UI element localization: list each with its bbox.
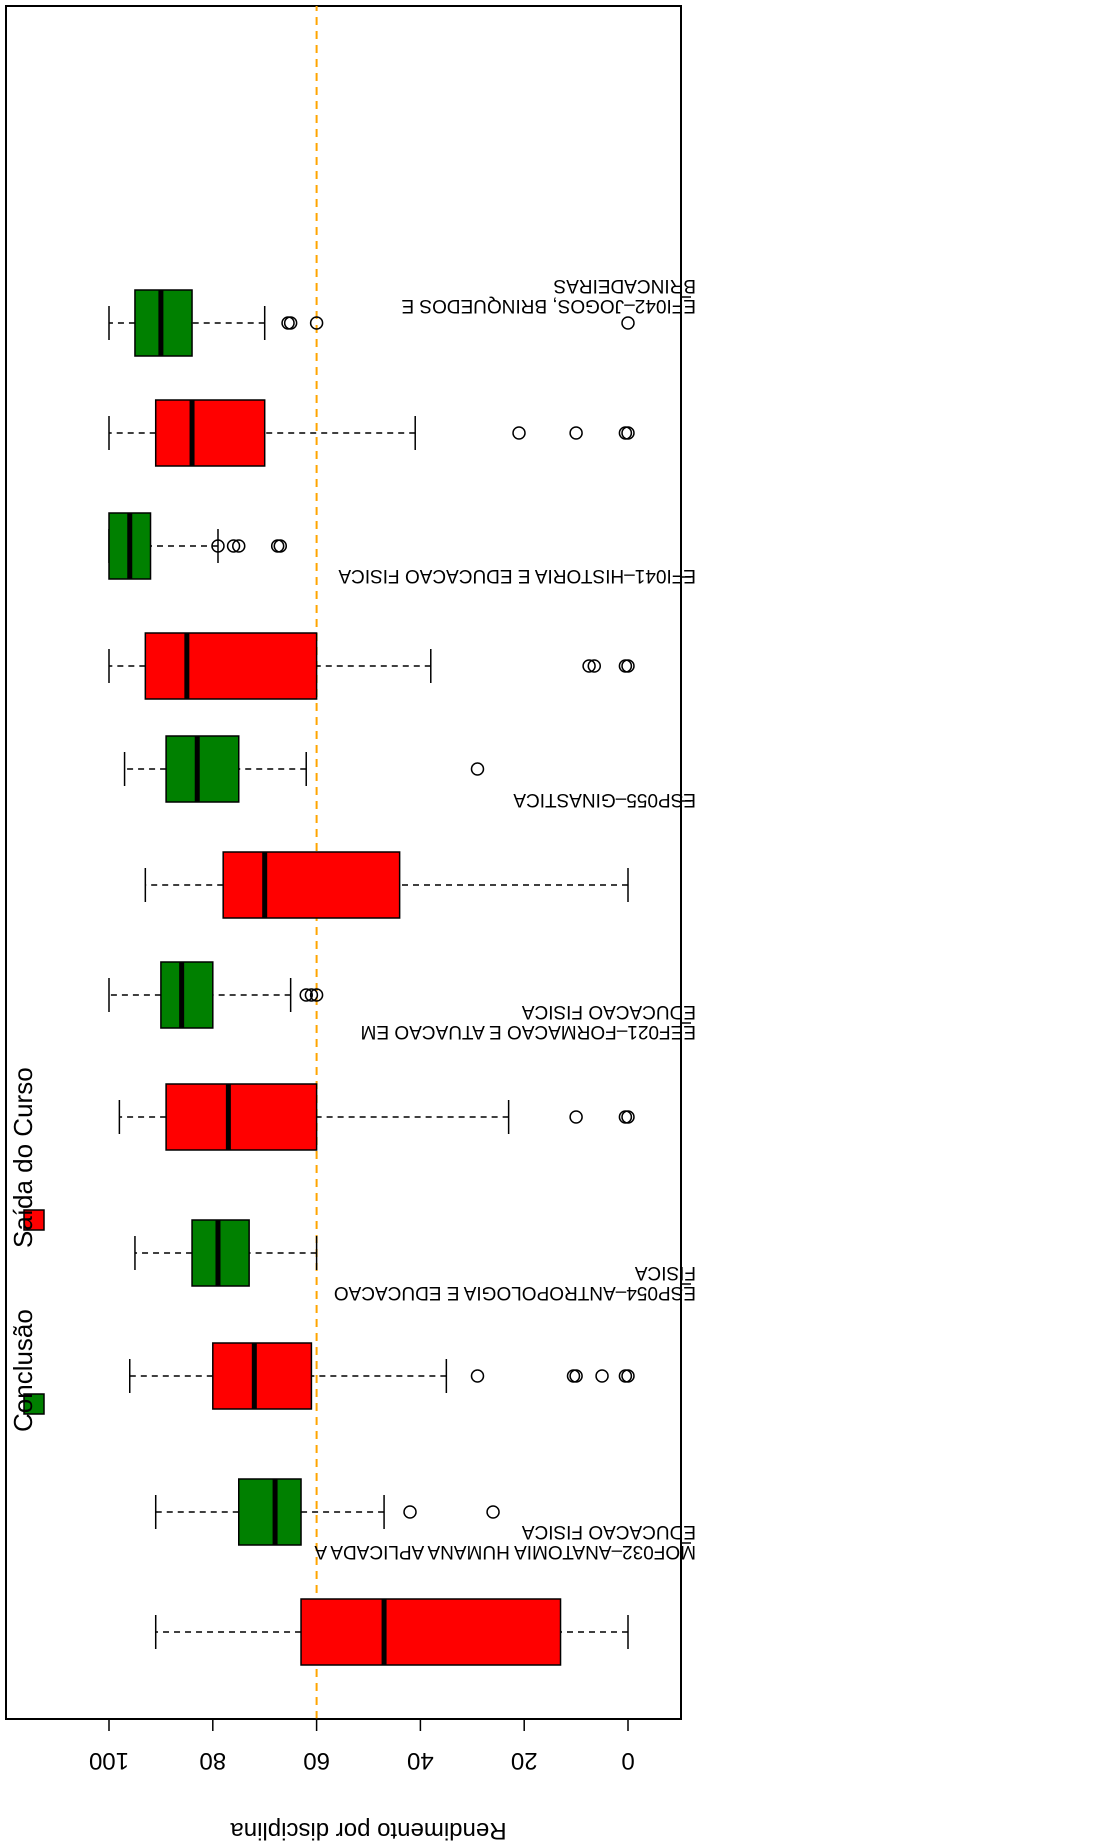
box-iqr [160, 961, 214, 1029]
outlier-point [621, 426, 635, 440]
box-1-0 [134, 1219, 318, 1287]
tick-label: 60 [303, 1747, 330, 1774]
outlier-point [283, 316, 298, 330]
outlier-point [621, 659, 635, 673]
outlier-point [232, 539, 246, 553]
outlier-point [618, 426, 633, 440]
legend-label: Saída do Curso [8, 1067, 38, 1248]
outlier-point [618, 659, 633, 673]
box-4-1 [108, 632, 635, 700]
box-iqr [222, 851, 401, 919]
box-0-1 [154, 1598, 629, 1666]
y-axis-label: Rendimento por disciplina [230, 1817, 507, 1843]
outlier-point [309, 316, 324, 330]
box-iqr [134, 289, 193, 357]
category-label: MOF032–ANATOMIA HUMANA APLICADA A [314, 1541, 696, 1562]
category-label: EFI041–HISTORIA E EDUCACAO FISICA [338, 565, 696, 586]
tick-label: 0 [621, 1747, 634, 1774]
box-2-0 [108, 961, 324, 1029]
outlier-point [211, 539, 225, 553]
box-iqr [144, 632, 318, 700]
box-3-1 [144, 851, 629, 919]
box-0-0 [154, 1478, 500, 1546]
box-4-0 [108, 512, 288, 580]
outlier-point [512, 426, 526, 440]
legend-label: Conclusão [8, 1309, 38, 1432]
outlier-point [618, 1369, 633, 1383]
tick-label: 80 [199, 1747, 226, 1774]
outlier-point [226, 539, 241, 553]
box-iqr [165, 735, 240, 803]
outlier-point [582, 659, 596, 673]
box-1-1 [129, 1342, 635, 1410]
outlier-point [309, 988, 324, 1002]
legend-swatch [23, 1393, 45, 1415]
outlier-point [621, 1110, 635, 1124]
box-iqr [300, 1598, 562, 1666]
category-label: ESP054–ANTROPOLOGIA E EDUCACAO [334, 1282, 696, 1303]
box-5-0 [108, 289, 635, 357]
outlier-point [621, 316, 635, 330]
outlier-point [486, 1505, 500, 1519]
outlier-point [470, 1369, 485, 1383]
outlier-point [569, 1369, 583, 1383]
tick-label: 40 [407, 1747, 434, 1774]
tick-label: 100 [89, 1747, 129, 1774]
tick-label: 20 [511, 1747, 538, 1774]
outlier-point [595, 1369, 609, 1383]
outlier-point [299, 988, 313, 1002]
outlier-point [470, 762, 485, 776]
box-iqr [154, 399, 266, 467]
outlier-point [621, 1369, 635, 1383]
outlier-point [304, 988, 319, 1002]
category-label: ESP055–GINASTICA [513, 789, 696, 810]
category-label: EDUCACAO FISICA [521, 1001, 696, 1022]
category-label: EEF021–FORMACAO E ATUACAO EM [361, 1021, 696, 1042]
box-iqr [165, 1083, 318, 1151]
legend-swatch [23, 1209, 45, 1231]
outlier-point [273, 539, 288, 553]
box-5-1 [108, 399, 635, 467]
outlier-point [270, 539, 285, 553]
box-iqr [238, 1478, 302, 1546]
category-label: BRINCADEIRAS [553, 275, 696, 296]
outlier-point [618, 1110, 633, 1124]
box-2-1 [118, 1083, 635, 1151]
outlier-point [281, 316, 295, 330]
box-iqr [191, 1219, 250, 1287]
outlier-point [569, 426, 583, 440]
category-label: FISICA [634, 1262, 696, 1283]
box-3-0 [123, 735, 485, 803]
outlier-point [587, 659, 602, 673]
category-label: EFI042–JOGOS, BRINQUEDOS E [401, 295, 696, 316]
outlier-point [403, 1505, 417, 1519]
outlier-point [569, 1110, 583, 1124]
box-iqr [212, 1342, 313, 1410]
outlier-point [566, 1369, 581, 1383]
category-label: EDUCACAO FISICA [521, 1521, 696, 1542]
